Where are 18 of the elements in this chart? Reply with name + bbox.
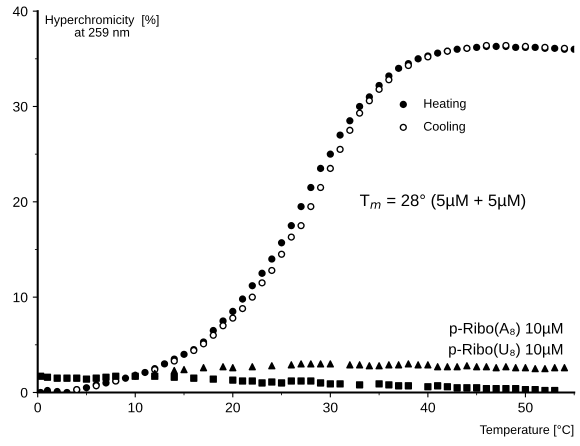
annotation: p-Ribo(U₈) 10µM: [449, 343, 562, 358]
x-tick-label: 50: [518, 402, 533, 412]
y-tick-label: 20: [13, 197, 28, 207]
legend-label: Heating: [424, 98, 466, 110]
x-tick-label: 30: [323, 402, 338, 412]
x-tick-label: 40: [420, 402, 436, 412]
y-axis-title: Hyperchromicity [%] at 259 nm: [46, 14, 158, 37]
y-tick-label: 0: [20, 388, 28, 398]
x-tick-label: 20: [226, 402, 240, 412]
x-tick-label: 0: [34, 402, 42, 412]
x-axis-title: Temperature [°C]: [480, 424, 574, 437]
annotation: p-Ribo(A₈) 10µM: [450, 322, 562, 337]
legend-label: Cooling: [424, 122, 465, 134]
y-tick-label: 30: [13, 102, 28, 112]
y-tick-label: 40: [12, 6, 28, 16]
annotation: T$_{m}$ = 28° (5µM + 5µM): [360, 194, 526, 210]
y-tick-label: 10: [14, 292, 28, 302]
x-tick-label: 10: [128, 402, 142, 412]
